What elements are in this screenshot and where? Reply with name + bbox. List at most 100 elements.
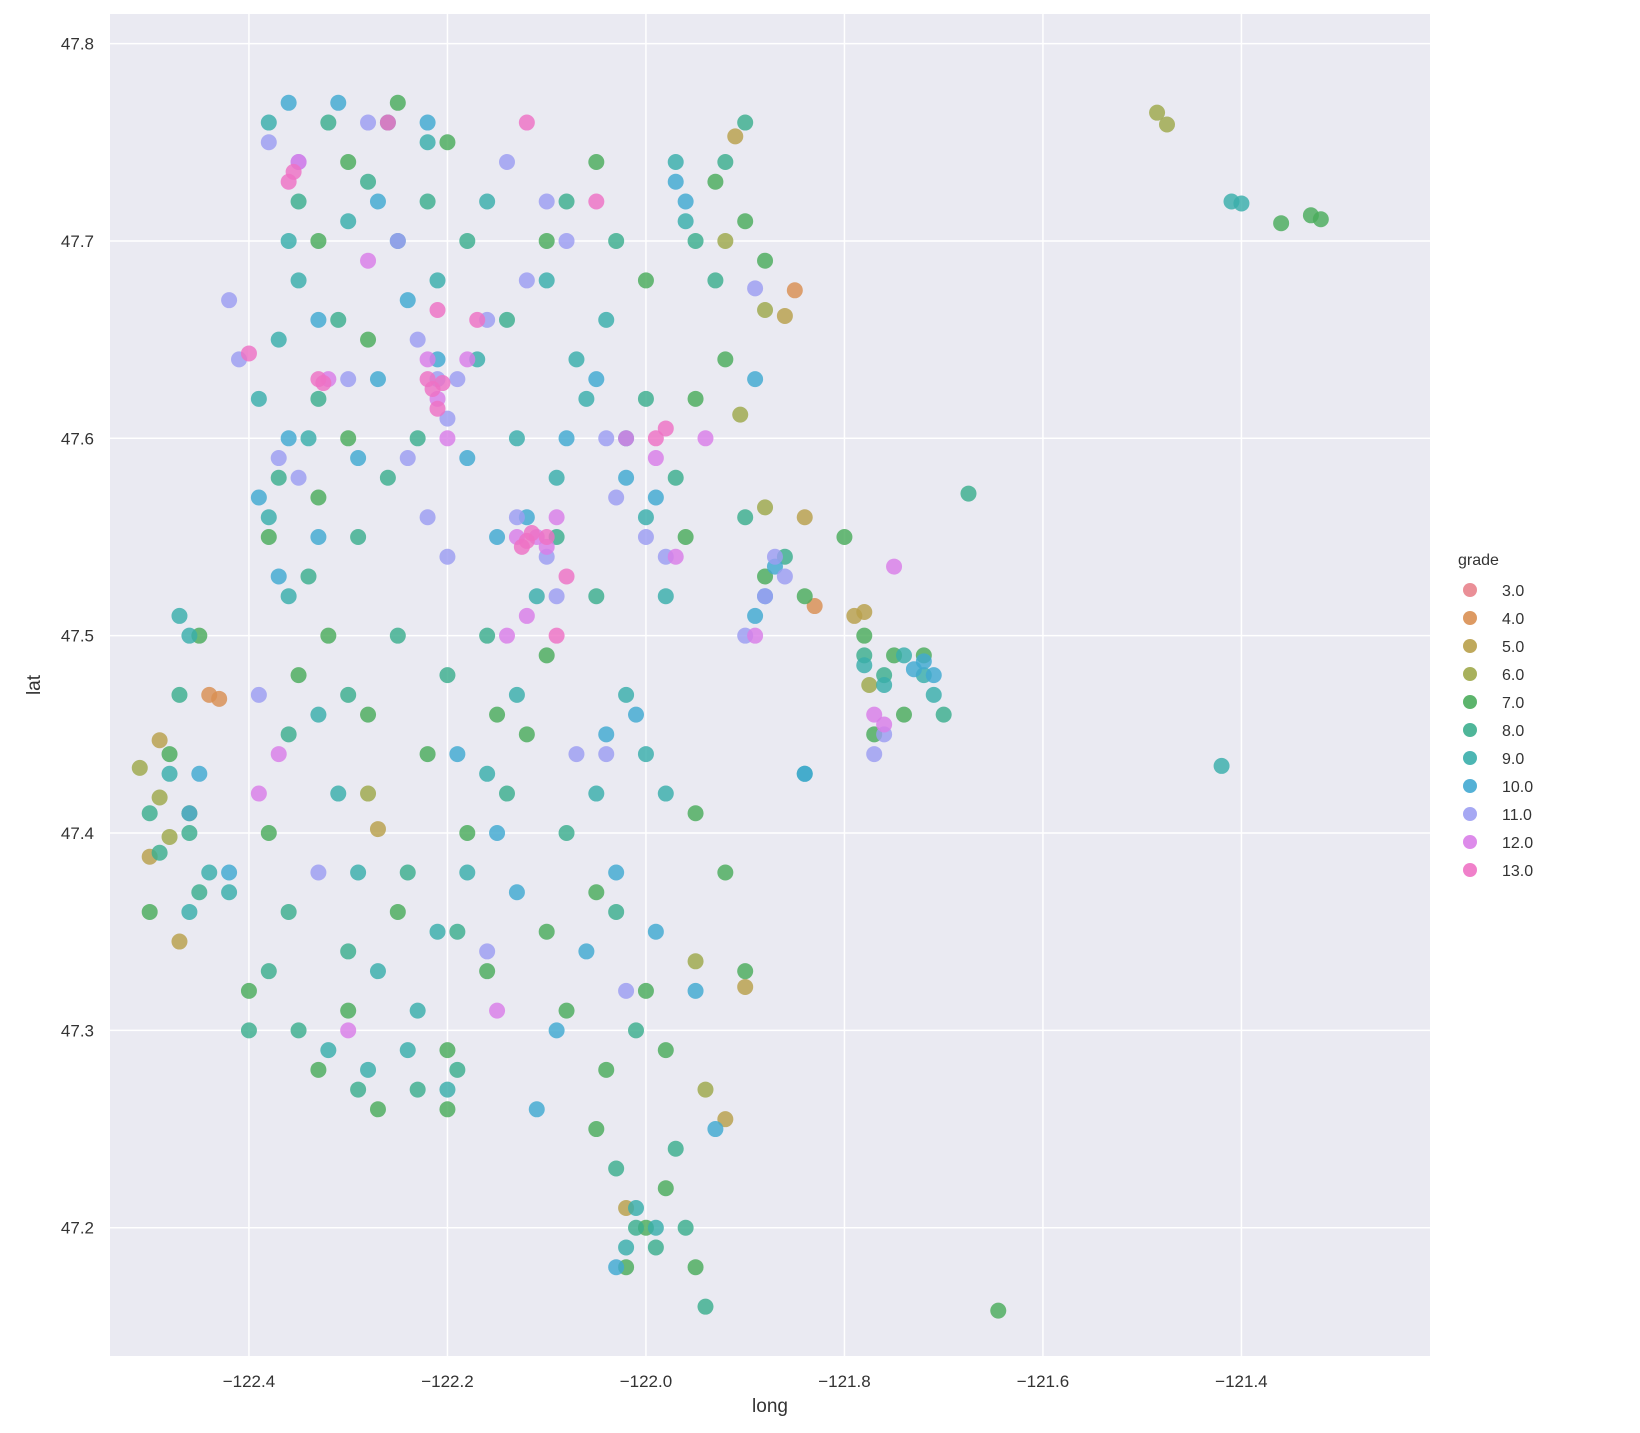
- data-point: [538, 272, 555, 289]
- data-point: [439, 134, 456, 151]
- data-point: [330, 94, 347, 111]
- legend-title: grade: [1458, 552, 1499, 569]
- data-point: [508, 884, 525, 901]
- legend-label: 12.0: [1502, 835, 1533, 852]
- data-point: [409, 430, 426, 447]
- data-point: [717, 154, 734, 171]
- data-point: [320, 627, 337, 644]
- data-point: [181, 805, 198, 822]
- y-axis-label: lat: [24, 674, 45, 695]
- data-point: [330, 785, 347, 802]
- x-tick-label: −122.2: [421, 1372, 473, 1391]
- data-point: [340, 943, 357, 960]
- data-point: [459, 351, 476, 368]
- data-point: [250, 390, 267, 407]
- legend-label: 7.0: [1502, 695, 1524, 712]
- data-point: [925, 686, 942, 703]
- data-point: [379, 114, 396, 131]
- data-point: [399, 1042, 416, 1059]
- data-point: [191, 765, 208, 782]
- data-point: [409, 1081, 426, 1098]
- data-point: [732, 406, 749, 423]
- x-tick-label: −121.4: [1215, 1372, 1267, 1391]
- legend-marker: [1463, 583, 1477, 597]
- data-point: [161, 765, 178, 782]
- data-point: [523, 525, 540, 542]
- data-point: [141, 903, 158, 920]
- data-point: [608, 903, 625, 920]
- data-point: [727, 128, 744, 145]
- data-point: [697, 1298, 714, 1315]
- data-point: [360, 173, 377, 190]
- data-point: [548, 509, 565, 526]
- data-point: [489, 528, 506, 545]
- data-point: [419, 371, 436, 388]
- data-point: [360, 252, 377, 269]
- data-point: [548, 627, 565, 644]
- data-point: [637, 272, 654, 289]
- data-point: [270, 331, 287, 348]
- legend-marker: [1463, 807, 1477, 821]
- data-point: [717, 864, 734, 881]
- data-point: [618, 982, 635, 999]
- data-point: [737, 213, 754, 230]
- data-point: [856, 603, 873, 620]
- data-point: [796, 765, 813, 782]
- data-point: [608, 864, 625, 881]
- data-point: [836, 528, 853, 545]
- data-point: [161, 746, 178, 763]
- data-point: [747, 607, 764, 624]
- data-point: [628, 1022, 645, 1039]
- data-point: [191, 884, 208, 901]
- data-point: [290, 193, 307, 210]
- legend-label: 13.0: [1502, 863, 1533, 880]
- data-point: [960, 485, 977, 502]
- data-point: [285, 163, 302, 180]
- y-tick-label: 47.8: [61, 35, 94, 54]
- data-point: [637, 509, 654, 526]
- data-point: [618, 469, 635, 486]
- legend-marker: [1463, 779, 1477, 793]
- data-point: [687, 390, 704, 407]
- data-point: [568, 746, 585, 763]
- y-tick-label: 47.5: [61, 627, 94, 646]
- data-point: [1213, 757, 1230, 774]
- y-axis-ticks: 47.2 47.3 47.4 47.5 47.6 47.7 47.8: [61, 35, 94, 1238]
- data-point: [439, 430, 456, 447]
- legend-marker: [1463, 667, 1477, 681]
- legend-marker: [1463, 695, 1477, 709]
- data-point: [925, 667, 942, 684]
- data-point: [687, 805, 704, 822]
- data-point: [588, 154, 605, 171]
- data-point: [280, 726, 297, 743]
- data-point: [201, 864, 218, 881]
- data-point: [657, 1042, 674, 1059]
- data-point: [568, 351, 585, 368]
- data-point: [290, 469, 307, 486]
- data-point: [439, 1101, 456, 1118]
- data-point: [449, 371, 466, 388]
- data-point: [221, 292, 238, 309]
- data-point: [637, 390, 654, 407]
- data-point: [876, 677, 893, 693]
- data-point: [439, 410, 456, 427]
- data-point: [429, 272, 446, 289]
- data-point: [608, 1259, 625, 1276]
- data-point: [369, 821, 386, 838]
- legend-label: 6.0: [1502, 667, 1524, 684]
- data-point: [578, 390, 595, 407]
- data-point: [340, 154, 357, 171]
- data-point: [290, 667, 307, 684]
- data-point: [618, 430, 635, 447]
- data-point: [1149, 104, 1166, 121]
- data-point: [211, 690, 228, 707]
- data-point: [518, 607, 535, 624]
- legend-label: 10.0: [1502, 779, 1533, 796]
- legend: grade 3.0 4.0 5.0 6.0 7.0 8.0 9.0 10.0 11.0 12.0 1…: [1458, 552, 1533, 880]
- legend-marker: [1463, 611, 1477, 625]
- data-point: [171, 686, 188, 703]
- data-point: [717, 351, 734, 368]
- data-point: [171, 933, 188, 950]
- legend-label: 5.0: [1502, 639, 1524, 656]
- data-point: [538, 923, 555, 940]
